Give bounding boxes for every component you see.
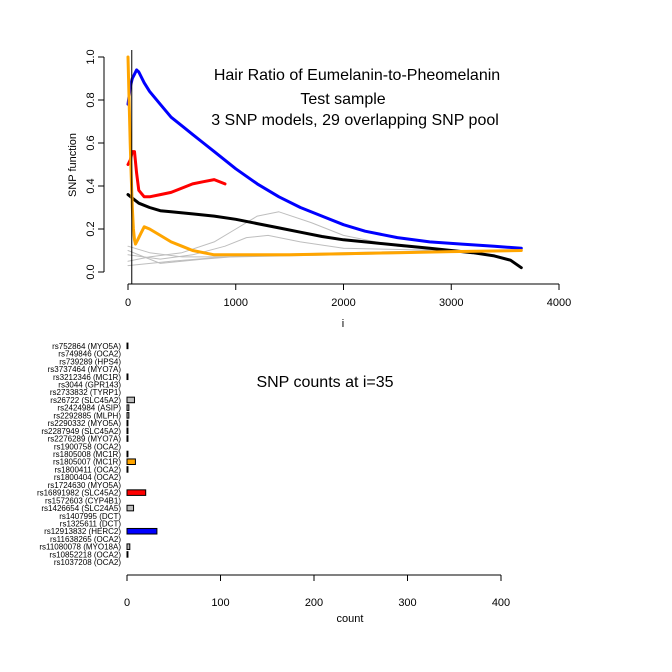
bar (126, 404, 130, 411)
category-label: rs11638265 (OCA2) (50, 535, 121, 544)
category-label: rs10852218 (OCA2) (49, 550, 121, 559)
category-label: rs1426654 (SLC24A5) (41, 504, 121, 513)
bar (126, 458, 136, 466)
category-label: rs3044 (GPR143) (58, 380, 121, 389)
category-label: rs2276289 (MYO7A) (48, 435, 122, 444)
category-label: rs1805007 (MC1R) (53, 458, 121, 467)
bar-x-tick-label: 200 (305, 597, 323, 609)
category-label: rs1325611 (DCT) (60, 520, 122, 529)
x-tick-group: 0 1000 2000 3000 4000 (125, 284, 571, 309)
y-tick-label: 0.4 (85, 178, 97, 193)
y-tick-label: 0.6 (85, 135, 97, 150)
bar-x-tick-label: 100 (211, 597, 229, 609)
category-label: rs1805008 (MC1R) (53, 450, 121, 459)
chart-title-line-1: Hair Ratio of Eumelanin-to-Pheomelanin (214, 67, 500, 84)
bar (126, 527, 158, 535)
bar (126, 396, 135, 404)
x-tick-label: 2000 (331, 297, 355, 309)
category-label: rs2290332 (MYO5A) (48, 419, 122, 428)
x-tick-label: 4000 (547, 297, 571, 309)
category-label: rs749846 (OCA2) (58, 350, 121, 359)
y-tick-group: 0.0 0.2 0.4 0.6 0.8 1.0 (85, 49, 104, 280)
grey-series-group (127, 211, 522, 267)
chart-title-line-3: 3 SNP models, 29 overlapping SNP pool (211, 112, 499, 129)
category-label: rs1724630 (MYO5A) (48, 481, 122, 490)
category-label: rs1037208 (OCA2) (54, 558, 121, 567)
y-axis-label: SNP function (67, 133, 79, 197)
series-line-1 (126, 150, 227, 199)
category-label: rs3737464 (MYO7A) (48, 365, 122, 374)
bar (126, 342, 129, 350)
bar-group (126, 342, 158, 558)
category-label: rs1407995 (DCT) (59, 512, 121, 521)
category-label: rs2424984 (ASIP) (57, 404, 121, 413)
y-tick-label: 1.0 (85, 49, 97, 64)
x-axis-label: i (342, 318, 344, 330)
bar-x-tick-label: 400 (492, 597, 510, 609)
bar (126, 427, 129, 435)
bar (126, 466, 129, 473)
category-label: rs26722 (SLC45A2) (50, 396, 121, 405)
category-label: rs752864 (MYO5A) (52, 342, 121, 351)
bar-x-axis-label: count (337, 613, 364, 625)
category-label: rs2733832 (TYRP1) (50, 388, 121, 397)
series-line-0 (126, 68, 523, 250)
line-chart: 0 1000 2000 3000 4000 0.0 0.2 0.4 0.6 0.8 1.0 i S… (67, 49, 571, 330)
y-tick-label: 0.8 (85, 92, 97, 107)
category-label-group: rs752864 (MYO5A)rs749846 (OCA2)rs739289 … (37, 342, 121, 567)
main-series-group (126, 55, 523, 270)
x-tick-label: 0 (125, 297, 131, 309)
bar (126, 504, 135, 512)
category-label: rs3212346 (MC1R) (53, 373, 121, 382)
category-label: rs2287949 (SLC45A2) (41, 427, 121, 436)
category-label: rs1572603 (CYP4B1) (45, 496, 121, 505)
category-label: rs739289 (HPS4) (59, 357, 121, 366)
bar (126, 551, 129, 558)
bar (126, 412, 130, 419)
chart-title-line-2: Test sample (300, 91, 385, 108)
bar (126, 489, 147, 496)
bar-x-tick-group: 0 100 200 300 400 (124, 575, 510, 609)
series-line-3 (126, 55, 523, 257)
category-label: rs12913832 (HERC2) (44, 527, 121, 536)
category-label: rs1800404 (OCA2) (54, 473, 121, 482)
category-label: rs1800411 (OCA2) (54, 465, 121, 474)
category-label: rs1900758 (OCA2) (54, 442, 121, 451)
bar (126, 450, 129, 458)
series-line-5 (127, 234, 522, 260)
bar-x-tick-label: 0 (124, 597, 130, 609)
bar (126, 435, 129, 442)
bar (126, 543, 131, 550)
bar-chart: rs752864 (MYO5A)rs749846 (OCA2)rs739289 … (37, 342, 510, 625)
x-tick-label: 1000 (224, 297, 248, 309)
category-label: rs11080078 (MYO18A) (39, 543, 121, 552)
y-tick-label: 0.2 (85, 221, 97, 236)
bar-chart-title: SNP counts at i=35 (256, 374, 393, 391)
bar (126, 419, 129, 427)
x-tick-label: 3000 (439, 297, 463, 309)
bar (126, 373, 129, 381)
bar-x-tick-label: 300 (398, 597, 416, 609)
category-label: rs16891982 (SLC45A2) (37, 489, 121, 498)
y-tick-label: 0.0 (85, 264, 97, 279)
category-label: rs2292885 (MLPH) (53, 411, 121, 420)
